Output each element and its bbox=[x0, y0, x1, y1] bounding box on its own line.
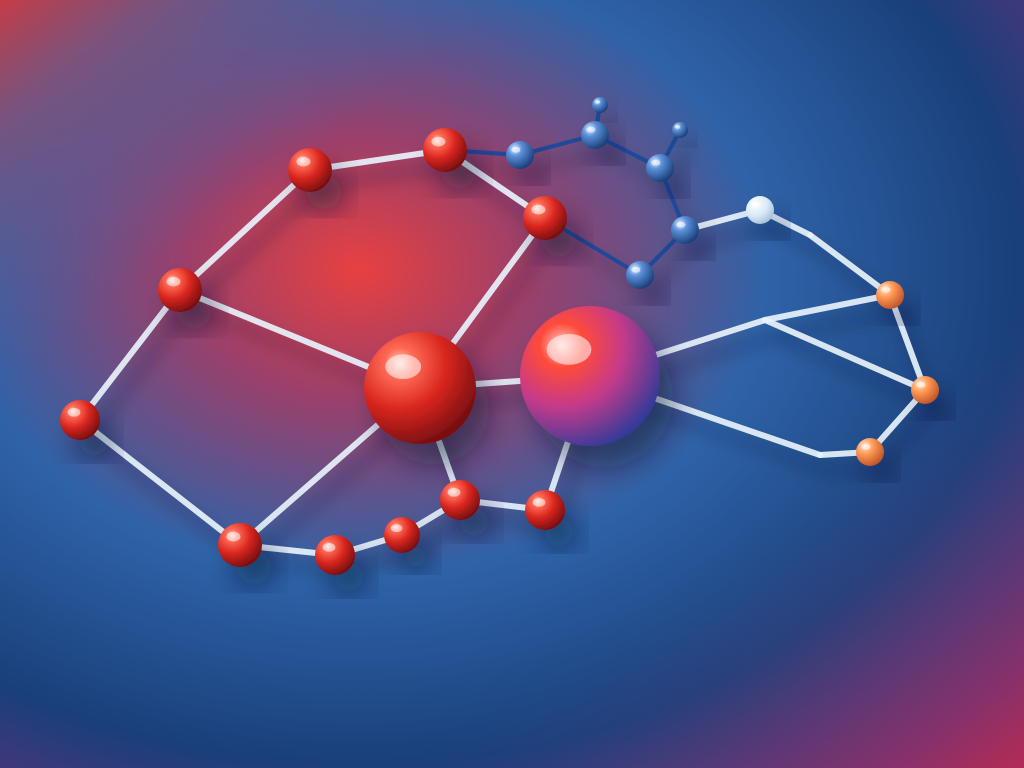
node-red-sphere bbox=[523, 196, 567, 240]
node-highlight bbox=[881, 287, 890, 293]
node-highlight bbox=[676, 222, 685, 228]
node-highlight bbox=[448, 488, 461, 497]
node-white-sphere bbox=[746, 196, 774, 224]
network-svg bbox=[0, 0, 1024, 768]
node-blue-sphere bbox=[671, 216, 699, 244]
node-blue-sphere bbox=[672, 122, 688, 138]
node-blue-sphere bbox=[626, 261, 654, 289]
node-highlight bbox=[431, 137, 445, 147]
node-highlight bbox=[651, 160, 660, 166]
node-red-sphere bbox=[158, 268, 202, 312]
node-highlight bbox=[531, 205, 545, 215]
node-highlight bbox=[631, 267, 640, 273]
node-red-sphere bbox=[288, 148, 332, 192]
node-highlight bbox=[861, 444, 870, 450]
node-red-sphere bbox=[315, 535, 355, 575]
node-highlight bbox=[916, 382, 925, 388]
node-highlight bbox=[595, 100, 600, 104]
node-highlight bbox=[547, 334, 592, 365]
node-orange-sphere bbox=[911, 376, 939, 404]
node-red-sphere bbox=[440, 480, 480, 520]
node-highlight bbox=[586, 127, 595, 133]
node-orange-sphere bbox=[876, 281, 904, 309]
node-red-sphere bbox=[525, 490, 565, 530]
node-blue-sphere bbox=[581, 121, 609, 149]
node-highlight bbox=[533, 498, 546, 507]
molecular-network-diagram bbox=[0, 0, 1024, 768]
node-highlight bbox=[391, 524, 403, 532]
node-highlight bbox=[166, 277, 180, 287]
node-highlight bbox=[323, 543, 336, 552]
node-red-sphere bbox=[60, 400, 100, 440]
node-red-grad-sphere bbox=[520, 306, 660, 446]
node-highlight bbox=[226, 532, 240, 542]
node-blue-sphere bbox=[506, 141, 534, 169]
node-red-sphere bbox=[423, 128, 467, 172]
node-highlight bbox=[385, 354, 421, 379]
node-highlight bbox=[511, 147, 520, 153]
node-blue-sphere bbox=[646, 154, 674, 182]
node-highlight bbox=[68, 408, 81, 417]
node-red-sphere bbox=[364, 332, 476, 444]
node-highlight bbox=[296, 157, 310, 167]
node-orange-sphere bbox=[856, 438, 884, 466]
node-highlight bbox=[675, 125, 680, 129]
node-red-sphere bbox=[218, 523, 262, 567]
node-highlight bbox=[751, 202, 760, 208]
node-red-sphere bbox=[384, 517, 420, 553]
node-blue-sphere bbox=[592, 97, 608, 113]
